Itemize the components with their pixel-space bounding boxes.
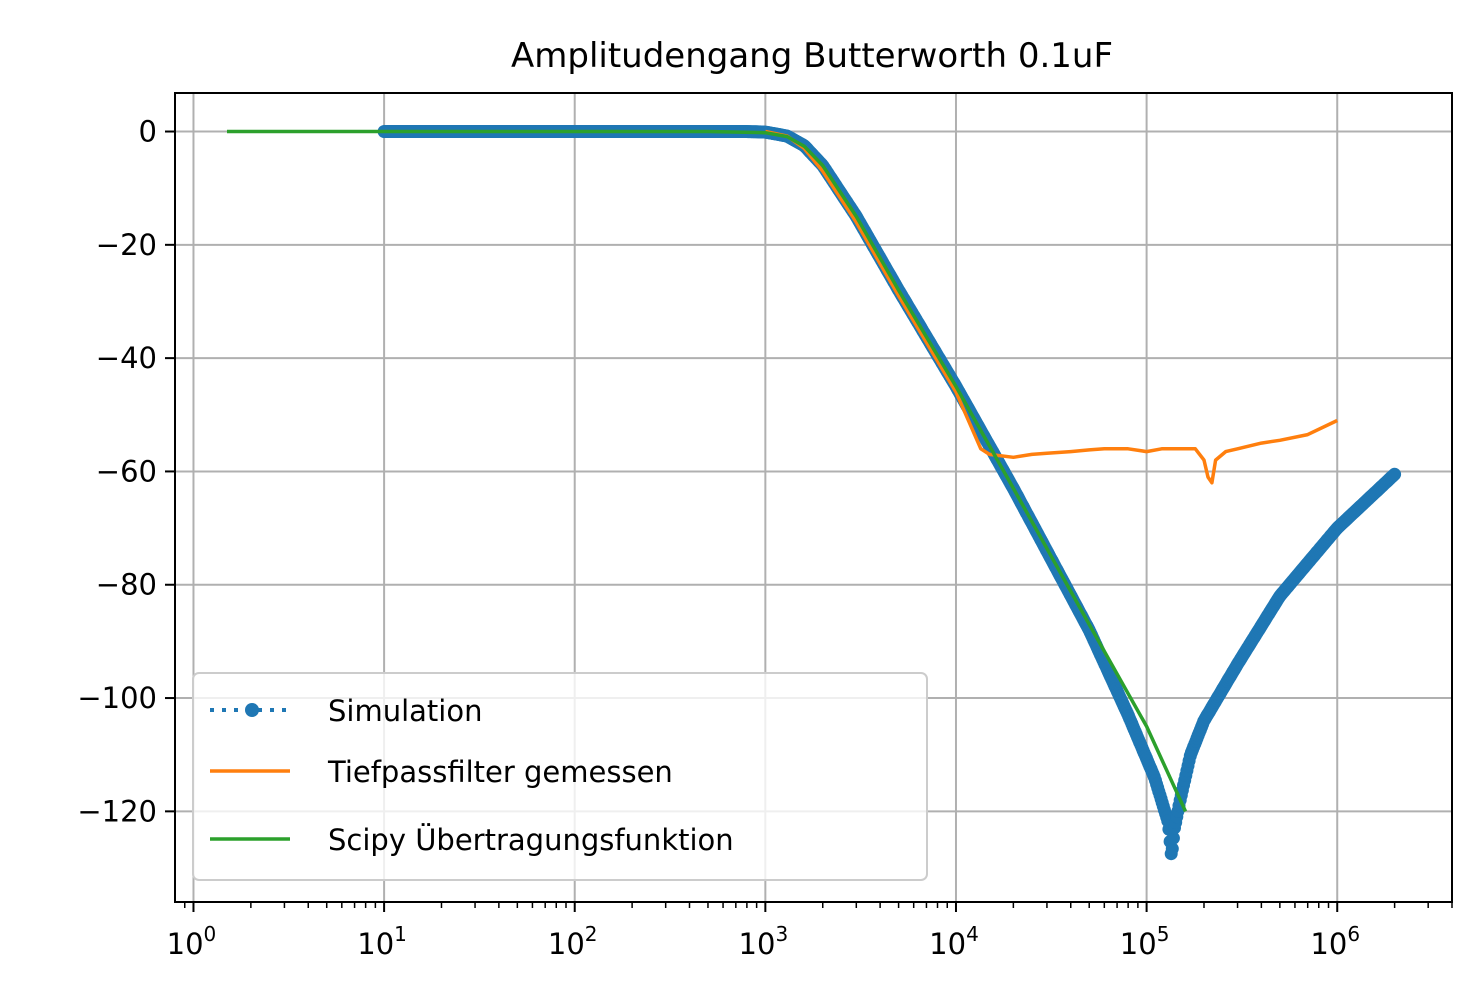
chart-title: Amplitudengang Butterworth 0.1uF [511, 36, 1113, 76]
simulation-marker [1166, 831, 1180, 845]
x-tick-label-exponent: 4 [966, 922, 979, 946]
y-tick-label: −20 [96, 228, 157, 262]
legend-label-2: Scipy Übertragungsfunktion [328, 823, 734, 857]
x-tick-label: 106 [1310, 922, 1360, 961]
series-2 [227, 129, 1188, 813]
legend-label-1: Tiefpassfilter gemessen [327, 755, 673, 789]
x-tick-label-base: 10 [357, 927, 394, 961]
series-line [227, 129, 1188, 813]
legend-box [192, 672, 928, 881]
y-tick-label: −100 [77, 681, 157, 715]
legend-simulation-marker [245, 703, 259, 717]
ticks: 100 101 102 103 104 105 1060−20−40−60−80−100−1… [77, 115, 1453, 961]
plot-frame [174, 92, 1453, 903]
legend: Simulation Tiefpassfilter gemessen Scipy Ü… [192, 672, 928, 881]
x-tick-label: 104 [929, 922, 979, 961]
series-0 [377, 125, 1402, 861]
x-tick-label-exponent: 5 [1157, 922, 1170, 946]
x-tick-label: 103 [739, 922, 789, 961]
x-tick-label-base: 10 [1310, 927, 1347, 961]
y-tick-label: −40 [96, 341, 157, 375]
x-tick-label: 101 [357, 922, 407, 961]
y-tick-label: −60 [96, 454, 157, 488]
series-layer [227, 125, 1402, 861]
series-1 [765, 129, 1338, 485]
x-tick-label-exponent: 2 [585, 922, 598, 946]
x-tick-label: 105 [1120, 922, 1170, 961]
x-tick-label-exponent: 6 [1347, 922, 1360, 946]
y-tick-label: 0 [139, 115, 157, 149]
x-tick-label-exponent: 3 [775, 922, 788, 946]
x-tick-label-exponent: 0 [204, 922, 217, 946]
y-tick-label: −120 [77, 794, 157, 828]
x-tick-label: 100 [167, 922, 217, 961]
simulation-marker [1388, 467, 1402, 481]
legend-label-0: Simulation [328, 694, 482, 728]
x-tick-label-base: 10 [739, 927, 776, 961]
x-tick-label-base: 10 [1120, 927, 1157, 961]
y-tick-label: −80 [96, 568, 157, 602]
x-tick-label-base: 10 [548, 927, 585, 961]
x-tick-label-base: 10 [167, 927, 204, 961]
x-tick-label: 102 [548, 922, 598, 961]
simulation-marker [1165, 842, 1179, 856]
x-tick-label-exponent: 1 [394, 922, 407, 946]
series-line [765, 129, 1338, 485]
x-tick-label-base: 10 [929, 927, 966, 961]
